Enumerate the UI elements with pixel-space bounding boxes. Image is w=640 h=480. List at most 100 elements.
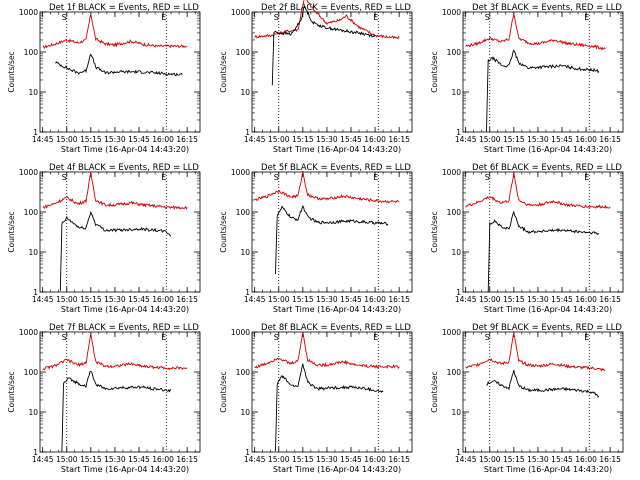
x-tick-label: 16:15	[388, 455, 410, 464]
time-marker-label: S	[274, 333, 279, 342]
x-tick-label: 15:45	[340, 295, 362, 304]
time-marker-label: S	[485, 173, 490, 182]
plot-frame	[39, 11, 201, 133]
x-tick-label: 16:00	[364, 295, 386, 304]
y-tick-label: 10	[451, 408, 461, 417]
y-tick-label: 10	[28, 248, 38, 257]
x-tick-label: 15:00	[268, 455, 290, 464]
x-tick-label: 15:30	[316, 295, 338, 304]
y-tick-label: 1000	[19, 168, 38, 177]
x-tick-label: 16:15	[388, 295, 410, 304]
x-tick-label: 16:00	[152, 135, 174, 144]
x-tick-label: 14:45	[455, 135, 477, 144]
y-tick-label: 10	[451, 248, 461, 257]
lld-series-line	[465, 333, 606, 372]
x-axis-label: Start Time (16-Apr-04 14:43:20)	[61, 305, 189, 314]
x-tick-label: 16:00	[364, 455, 386, 464]
y-tick-label: 1000	[442, 328, 461, 337]
y-tick-label: 10	[28, 88, 38, 97]
x-tick-label: 15:00	[268, 135, 290, 144]
plot-frame	[251, 11, 413, 133]
y-tick-label: 1	[33, 128, 38, 137]
x-tick-label: 15:15	[503, 295, 525, 304]
chart-panel: Det 9f BLACK = Events, RED = LLD 1 10 100 10…	[430, 323, 624, 474]
plot-frame	[251, 171, 413, 293]
time-marker-label: E	[373, 13, 378, 22]
y-axis-label: Counts/sec	[430, 211, 439, 252]
y-tick-label: 100	[236, 368, 251, 377]
time-marker-label: E	[161, 13, 166, 22]
y-tick-label: 100	[236, 48, 251, 57]
x-tick-label: 14:45	[244, 135, 266, 144]
x-tick-label: 15:30	[316, 135, 338, 144]
x-tick-label: 16:15	[599, 455, 621, 464]
time-marker-label: E	[373, 333, 378, 342]
time-marker-label: S	[62, 13, 67, 22]
time-marker-label: S	[274, 173, 279, 182]
events-series-line	[271, 5, 376, 86]
x-tick-label: 16:15	[176, 455, 198, 464]
x-tick-label: 15:30	[104, 135, 126, 144]
plot-frame	[462, 11, 624, 133]
x-tick-label: 15:45	[340, 135, 362, 144]
plot-frame	[39, 171, 201, 293]
y-tick-label: 10	[28, 408, 38, 417]
x-axis-label: Start Time (16-Apr-04 14:43:20)	[273, 145, 401, 154]
y-axis-label: Counts/sec	[430, 371, 439, 412]
y-axis-label: Counts/sec	[219, 51, 228, 92]
y-tick-label: 100	[24, 48, 39, 57]
x-tick-label: 16:00	[575, 455, 597, 464]
chart-title: Det 8f BLACK = Events, RED = LLD	[261, 323, 411, 333]
events-series-line	[55, 53, 183, 77]
x-tick-label: 16:15	[599, 295, 621, 304]
chart-title: Det 5f BLACK = Events, RED = LLD	[261, 163, 411, 173]
y-tick-label: 1	[456, 128, 461, 137]
y-tick-label: 1000	[231, 8, 250, 17]
time-marker-label: E	[373, 173, 378, 182]
chart-panel: Det 3f BLACK = Events, RED = LLD 1 10 100 10…	[430, 3, 624, 154]
chart-title: Det 2f BLACK = Events, RED = LLD	[261, 3, 411, 13]
x-axis-label: Start Time (16-Apr-04 14:43:20)	[273, 305, 401, 314]
chart-panel: Det 8f BLACK = Events, RED = LLD 1 10 100 10…	[219, 323, 413, 474]
x-tick-label: 15:45	[551, 295, 573, 304]
x-tick-label: 16:00	[152, 455, 174, 464]
x-tick-label: 15:30	[527, 455, 549, 464]
events-series-line	[487, 210, 600, 293]
y-tick-label: 1000	[19, 8, 38, 17]
y-tick-label: 1	[245, 288, 250, 297]
lld-series-line	[42, 12, 188, 50]
x-tick-label: 16:15	[176, 295, 198, 304]
chart-title: Det 9f BLACK = Events, RED = LLD	[472, 323, 622, 333]
time-marker-label: S	[274, 13, 279, 22]
x-axis-label: Start Time (16-Apr-04 14:43:20)	[61, 465, 189, 474]
events-series-line	[61, 370, 172, 452]
y-axis-label: Counts/sec	[7, 51, 16, 92]
y-tick-label: 100	[236, 208, 251, 217]
x-tick-label: 15:45	[128, 135, 150, 144]
x-tick-label: 15:45	[128, 295, 150, 304]
lld-series-line	[465, 172, 611, 210]
y-axis-label: Counts/sec	[7, 371, 16, 412]
time-marker-label: E	[584, 333, 589, 342]
lld-series-line	[254, 331, 400, 370]
plot-frame	[462, 331, 624, 453]
x-tick-label: 15:15	[503, 135, 525, 144]
y-tick-label: 100	[447, 368, 462, 377]
chart-title: Det 3f BLACK = Events, RED = LLD	[472, 3, 622, 13]
chart-panel: Det 1f BLACK = Events, RED = LLD 1 10 100 10…	[7, 3, 201, 154]
x-tick-label: 15:30	[316, 455, 338, 464]
y-tick-label: 100	[447, 48, 462, 57]
y-tick-label: 100	[24, 368, 39, 377]
y-tick-label: 1	[456, 448, 461, 457]
events-series-line	[275, 363, 384, 452]
y-tick-label: 1000	[19, 328, 38, 337]
plot-frame	[39, 331, 201, 453]
plot-frame	[251, 331, 413, 453]
x-tick-label: 14:45	[455, 295, 477, 304]
y-tick-label: 100	[24, 208, 39, 217]
y-tick-label: 1	[245, 128, 250, 137]
y-axis-label: Counts/sec	[219, 371, 228, 412]
x-axis-label: Start Time (16-Apr-04 14:43:20)	[484, 305, 612, 314]
x-tick-label: 16:00	[575, 135, 597, 144]
y-tick-label: 10	[451, 88, 461, 97]
